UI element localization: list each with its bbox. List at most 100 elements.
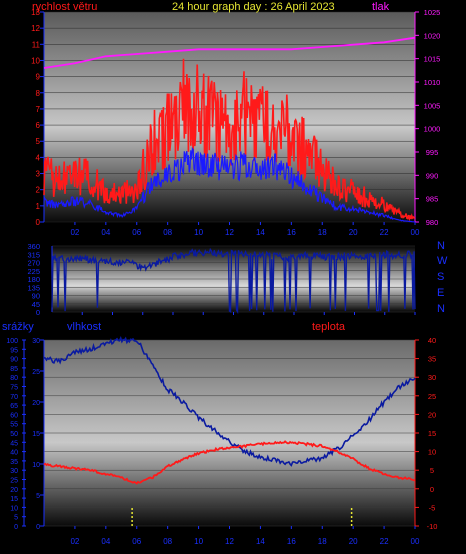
compass-label-e: E: [437, 287, 445, 299]
rain-axis-tick-label: 40: [10, 450, 18, 457]
temperature-axis-tick-label: 40: [428, 336, 436, 345]
pressure-axis-tick-label: 1020: [424, 31, 441, 40]
wind-x-tick-label: 20: [349, 228, 358, 237]
rain-axis-tick-label: 70: [10, 394, 18, 401]
rain-axis-tick-label: 50: [10, 431, 18, 438]
bottom-x-tick-label: 18: [318, 537, 327, 546]
direction-axis-tick-label: 180: [27, 275, 40, 284]
pressure-label: tlak: [372, 1, 390, 13]
compass-label-w: W: [437, 255, 448, 267]
wind-axis-tick-label: 2: [36, 186, 41, 195]
temperature-axis-tick-label: 20: [428, 410, 436, 419]
wind-x-tick-label: 22: [380, 228, 389, 237]
humidity-label: vlhkost: [67, 321, 102, 333]
rain-axis-tick-label: 55: [10, 422, 18, 429]
direction-axis-tick-label: 45: [32, 300, 40, 309]
bottom-x-tick-label: 12: [225, 537, 234, 546]
pressure-axis-tick-label: 980: [426, 218, 439, 227]
wind-axis-tick-label: 11: [32, 40, 41, 49]
wind-x-tick-label: 16: [287, 228, 296, 237]
wind-axis-tick-label: 12: [31, 24, 40, 33]
humidity-axis-tick-label: 25: [32, 369, 40, 376]
rain-axis-tick-label: 75: [10, 385, 18, 392]
humidity-axis-tick-label: 30: [32, 338, 40, 345]
wind-axis-tick-label: 3: [36, 170, 41, 179]
temperature-axis-tick-label: 35: [428, 355, 436, 364]
series-humidity-line: [43, 335, 416, 467]
wind-x-tick-label: 14: [256, 228, 265, 237]
temperature-axis-tick-label: 30: [428, 373, 436, 382]
compass-label-n1: N: [437, 240, 445, 252]
wind-axis-tick-label: 5: [36, 137, 41, 146]
wind-axis-tick-label: 8: [36, 89, 41, 98]
bottom-x-tick-label: 04: [101, 537, 110, 546]
wind-x-tick-label: 12: [225, 228, 234, 237]
bottom-x-tick-label: 00: [411, 537, 420, 546]
temperature-label: teplota: [312, 321, 346, 333]
pressure-axis-tick-label: 1005: [424, 101, 441, 110]
bottom-x-tick-label: 08: [163, 537, 172, 546]
wind-axis-tick-label: 10: [31, 56, 40, 65]
rain-label: srážky: [2, 321, 34, 333]
rain-axis-tick-label: 95: [10, 347, 18, 354]
pressure-axis-tick-label: 990: [426, 171, 439, 180]
wind-axis-tick-label: 7: [36, 105, 41, 114]
wind-x-tick-label: 10: [194, 228, 203, 237]
pressure-axis-tick-label: 985: [426, 195, 439, 204]
wind-axis-tick-label: 9: [36, 73, 41, 82]
humidity-axis-tick-label: 0: [36, 524, 40, 531]
bottom-x-tick-label: 16: [287, 537, 296, 546]
temperature-axis-tick-label: 5: [430, 466, 434, 475]
temperature-axis-tick-label: 25: [428, 392, 436, 401]
temperature-axis-tick-label: -5: [429, 503, 436, 512]
rain-axis-tick-label: 15: [10, 496, 18, 503]
temperature-axis-tick-label: 0: [430, 485, 434, 494]
direction-axis-tick-label: 0: [36, 308, 40, 317]
bottom-x-tick-label: 20: [349, 537, 358, 546]
rain-axis-tick-label: 85: [10, 366, 18, 373]
wind-x-tick-label: 06: [132, 228, 141, 237]
direction-axis-tick-label: 135: [27, 283, 40, 292]
temperature-axis-tick-label: 15: [428, 429, 436, 438]
bottom-x-tick-label: 10: [194, 537, 203, 546]
wind-x-tick-label: 00: [411, 228, 420, 237]
wind-axis-tick-label: 6: [36, 121, 41, 130]
bottom-x-tick-label: 06: [132, 537, 141, 546]
series-wind-mean-line: [43, 146, 416, 223]
temperature-axis-tick-label: -10: [427, 522, 438, 531]
rain-axis-tick-label: 25: [10, 478, 18, 485]
rain-axis-tick-label: 5: [14, 515, 18, 522]
direction-axis-tick-label: 225: [27, 267, 40, 276]
humidity-axis-tick-label: 10: [32, 462, 40, 469]
direction-axis-tick-label: 270: [27, 259, 40, 268]
pressure-axis-tick-label: 1025: [424, 8, 441, 17]
compass-label-s: S: [437, 271, 445, 283]
wind-speed-label: rychlost větru: [32, 1, 98, 13]
compass-label-n2: N: [437, 303, 445, 315]
rain-axis-tick-label: 80: [10, 375, 18, 382]
rain-axis-tick-label: 10: [10, 505, 18, 512]
series-wind-speed-line: [43, 58, 416, 222]
pressure-axis-tick-label: 1000: [424, 125, 441, 134]
direction-axis-tick-label: 315: [27, 250, 40, 259]
wind-x-tick-label: 04: [101, 228, 110, 237]
wind-x-tick-label: 18: [318, 228, 327, 237]
wind-axis-tick-label: 1: [36, 202, 41, 211]
rain-axis-tick-label: 30: [10, 468, 18, 475]
humidity-axis-tick-label: 5: [36, 493, 40, 500]
rain-axis-tick-label: 0: [14, 524, 18, 531]
pressure-axis-tick-label: 1015: [424, 55, 441, 64]
rain-axis-tick-label: 65: [10, 403, 18, 410]
pressure-axis-tick-label: 1010: [424, 78, 441, 87]
wind-axis-tick-label: 4: [36, 153, 41, 162]
humidity-axis-tick-label: 20: [32, 400, 40, 407]
chart-title: 24 hour graph day : 26 April 2023: [172, 1, 335, 13]
rain-axis-tick-label: 90: [10, 357, 18, 364]
rain-axis-tick-label: 20: [10, 487, 18, 494]
bottom-x-tick-label: 14: [256, 537, 265, 546]
series-pressure-line: [43, 36, 416, 69]
wind-axis-tick-label: 0: [36, 218, 41, 227]
rain-axis-tick-label: 35: [10, 459, 18, 466]
bottom-x-tick-label: 02: [70, 537, 79, 546]
